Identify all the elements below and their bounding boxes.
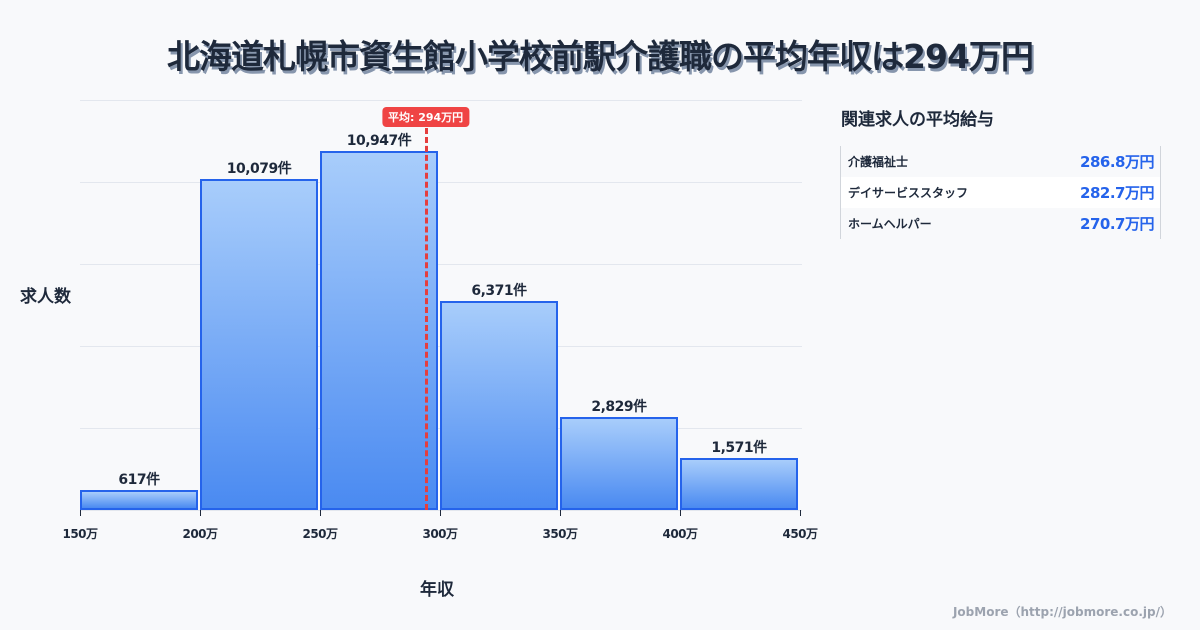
related-salaries-table: 介護福祉士 286.8万円 デイサービススタッフ 282.7万円 ホームヘルパー… [840,146,1161,239]
histogram-bar [560,417,678,510]
x-tick [800,510,801,516]
bar-value-label: 617件 [118,471,160,488]
average-line [424,128,428,510]
bar-value-label: 10,079件 [226,161,292,178]
histogram-chart: 617件 10,079件 10,947件 6,371件 2,829件 1,571… [80,100,802,511]
job-name: 介護福祉士 [848,155,909,169]
average-badge: 平均: 294万円 [381,107,470,127]
gridline [80,264,802,265]
related-salary-row: ホームヘルパー 270.7万円 [841,208,1160,239]
bar-value-label: 2,829件 [591,399,647,416]
x-tick-label: 250万 [302,527,338,541]
x-tick [680,510,681,516]
x-axis-label: 年収 [420,580,454,600]
gridline [80,100,802,101]
job-salary: 286.8万円 [1080,153,1154,171]
histogram-bar [680,458,798,510]
x-tick-label: 350万 [542,527,578,541]
x-tick-label: 150万 [62,527,98,541]
histogram-bar [80,489,198,510]
x-tick [200,510,201,516]
source-credit: JobMore（http://jobmore.co.jp/） [952,605,1172,619]
job-salary: 270.7万円 [1080,215,1154,233]
job-name: ホームヘルパー [848,217,932,231]
x-tick [560,510,561,516]
related-salary-row: 介護福祉士 286.8万円 [841,146,1160,177]
histogram-bar [440,301,558,510]
x-tick [80,510,81,516]
x-axis: 150万 200万 250万 300万 350万 400万 450万 [62,510,818,550]
x-tick-label: 400万 [662,527,698,541]
job-name: デイサービススタッフ [848,186,969,200]
x-tick [440,510,441,516]
bar-value-label: 10,947件 [346,132,412,149]
bar-value-label: 1,571件 [711,440,767,457]
x-tick-label: 450万 [782,527,818,541]
y-axis-label: 求人数 [20,287,71,307]
bar-value-label: 6,371件 [471,283,527,300]
gridline [80,182,802,183]
gridline [80,510,802,511]
job-salary: 282.7万円 [1080,184,1154,202]
histogram-bar [200,179,318,510]
x-tick-label: 200万 [182,527,218,541]
related-salaries-title: 関連求人の平均給与 [841,110,994,130]
x-tick [320,510,321,516]
related-salary-row: デイサービススタッフ 282.7万円 [841,177,1160,208]
x-tick-label: 300万 [422,527,458,541]
histogram-bar [320,150,438,510]
page-title: 北海道札幌市資生館小学校前駅介護職の平均年収は294万円 [167,37,1034,76]
